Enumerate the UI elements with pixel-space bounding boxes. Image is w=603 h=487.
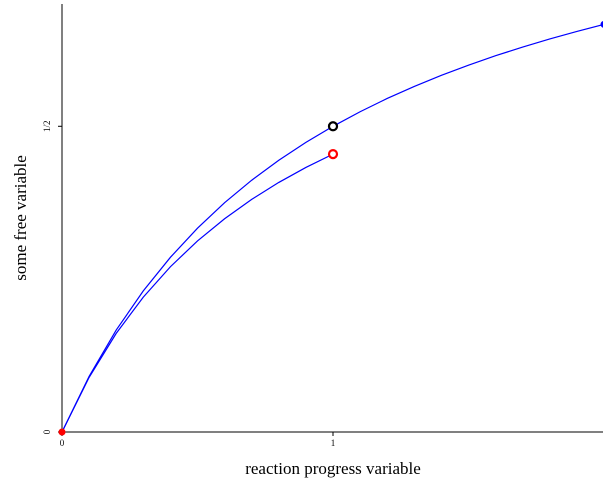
x-tick-label: 1 (331, 438, 336, 448)
point (327, 149, 339, 160)
point (600, 21, 603, 28)
curve (61, 153, 334, 433)
curve (61, 24, 603, 433)
point (58, 428, 66, 436)
x-axis-label: reaction progress variable (245, 459, 421, 478)
point (327, 121, 339, 132)
x-tick-label: 0 (60, 438, 65, 448)
y-tick-label: 0 (42, 429, 52, 434)
y-tick-label: 1/2 (42, 121, 52, 133)
y-axis-label: some free variable (11, 155, 30, 281)
